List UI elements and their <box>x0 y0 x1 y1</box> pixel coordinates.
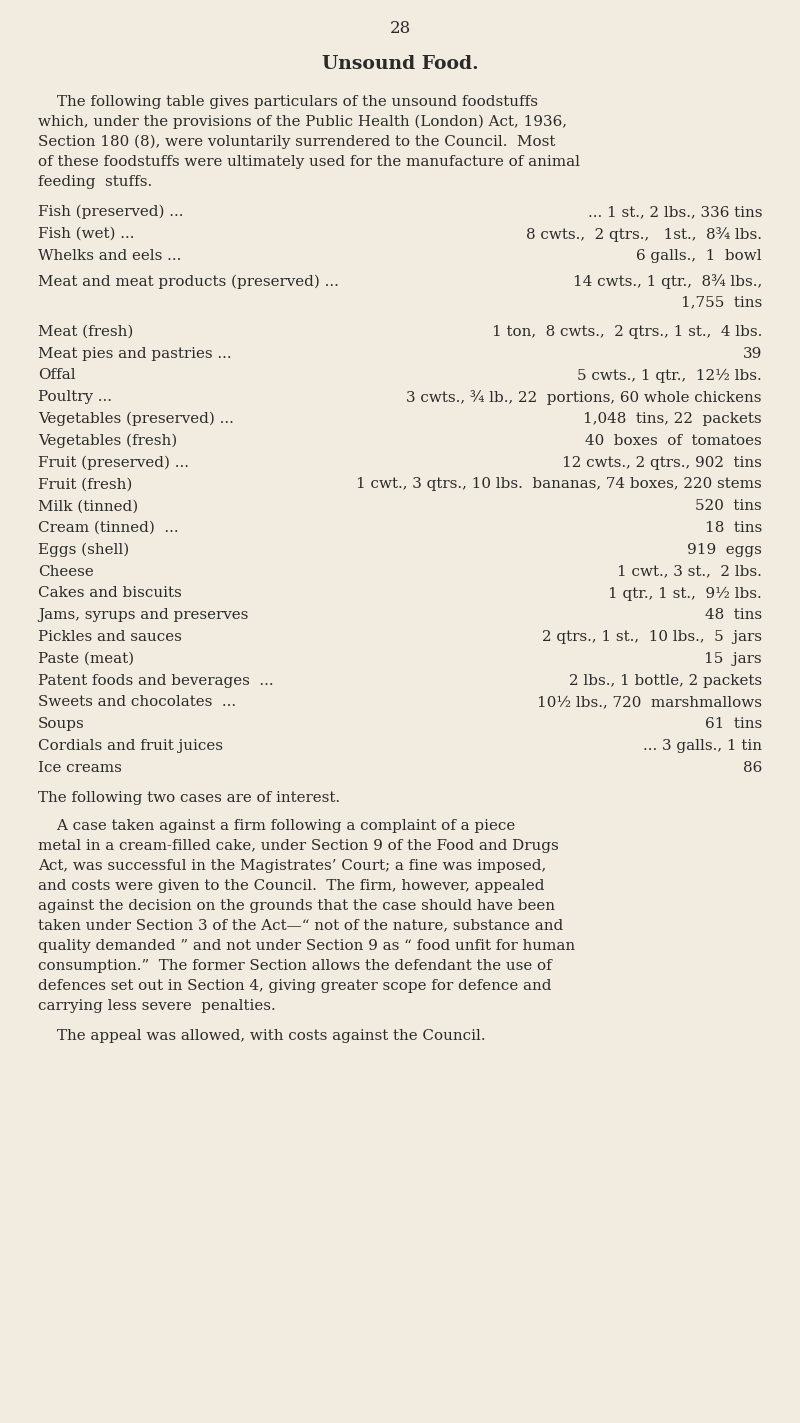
Text: The appeal was allowed, with costs against the Council.: The appeal was allowed, with costs again… <box>38 1029 486 1043</box>
Text: 61  tins: 61 tins <box>705 717 762 731</box>
Text: 1 qtr., 1 st.,  9½ lbs.: 1 qtr., 1 st., 9½ lbs. <box>608 586 762 601</box>
Text: 520  tins: 520 tins <box>695 499 762 514</box>
Text: 3 cwts., ¾ lb., 22  portions, 60 whole chickens: 3 cwts., ¾ lb., 22 portions, 60 whole ch… <box>406 390 762 406</box>
Text: Section 180 (8), were voluntarily surrendered to the Council.  Most: Section 180 (8), were voluntarily surren… <box>38 135 555 149</box>
Text: Cream (tinned)  ...: Cream (tinned) ... <box>38 521 178 535</box>
Text: 5 cwts., 1 qtr.,  12½ lbs.: 5 cwts., 1 qtr., 12½ lbs. <box>578 369 762 383</box>
Text: which, under the provisions of the Public Health (London) Act, 1936,: which, under the provisions of the Publi… <box>38 115 567 129</box>
Text: 14 cwts., 1 qtr.,  8¾ lbs.,: 14 cwts., 1 qtr., 8¾ lbs., <box>573 275 762 289</box>
Text: The following two cases are of interest.: The following two cases are of interest. <box>38 791 340 804</box>
Text: A case taken against a firm following a complaint of a piece: A case taken against a firm following a … <box>38 818 515 832</box>
Text: The following table gives particulars of the unsound foodstuffs: The following table gives particulars of… <box>38 95 538 110</box>
Text: 1 ton,  8 cwts.,  2 qtrs., 1 st.,  4 lbs.: 1 ton, 8 cwts., 2 qtrs., 1 st., 4 lbs. <box>492 324 762 339</box>
Text: 2 qtrs., 1 st.,  10 lbs.,  5  jars: 2 qtrs., 1 st., 10 lbs., 5 jars <box>542 630 762 645</box>
Text: 1,755  tins: 1,755 tins <box>681 296 762 310</box>
Text: Meat pies and pastries ...: Meat pies and pastries ... <box>38 347 232 360</box>
Text: Poultry ...: Poultry ... <box>38 390 112 404</box>
Text: Eggs (shell): Eggs (shell) <box>38 542 130 558</box>
Text: carrying less severe  penalties.: carrying less severe penalties. <box>38 999 276 1013</box>
Text: 1,048  tins, 22  packets: 1,048 tins, 22 packets <box>583 413 762 425</box>
Text: taken under Section 3 of the Act—“ not of the nature, substance and: taken under Section 3 of the Act—“ not o… <box>38 919 563 932</box>
Text: Jams, syrups and preserves: Jams, syrups and preserves <box>38 608 248 622</box>
Text: Ice creams: Ice creams <box>38 761 122 774</box>
Text: 1 cwt., 3 qtrs., 10 lbs.  bananas, 74 boxes, 220 stems: 1 cwt., 3 qtrs., 10 lbs. bananas, 74 box… <box>356 477 762 491</box>
Text: Paste (meat): Paste (meat) <box>38 652 134 666</box>
Text: Meat and meat products (preserved) ...: Meat and meat products (preserved) ... <box>38 275 339 289</box>
Text: Cheese: Cheese <box>38 565 94 579</box>
Text: defences set out in Section 4, giving greater scope for defence and: defences set out in Section 4, giving gr… <box>38 979 551 993</box>
Text: 40  boxes  of  tomatoes: 40 boxes of tomatoes <box>586 434 762 448</box>
Text: Cordials and fruit juices: Cordials and fruit juices <box>38 739 223 753</box>
Text: metal in a cream-filled cake, under Section 9 of the Food and Drugs: metal in a cream-filled cake, under Sect… <box>38 838 558 852</box>
Text: Sweets and chocolates  ...: Sweets and chocolates ... <box>38 696 236 710</box>
Text: 2 lbs., 1 bottle, 2 packets: 2 lbs., 1 bottle, 2 packets <box>569 673 762 687</box>
Text: feeding  stuffs.: feeding stuffs. <box>38 175 152 189</box>
Text: 1 cwt., 3 st.,  2 lbs.: 1 cwt., 3 st., 2 lbs. <box>617 565 762 579</box>
Text: Vegetables (fresh): Vegetables (fresh) <box>38 434 178 448</box>
Text: and costs were given to the Council.  The firm, however, appealed: and costs were given to the Council. The… <box>38 878 545 892</box>
Text: Soups: Soups <box>38 717 85 731</box>
Text: 10½ lbs., 720  marshmallows: 10½ lbs., 720 marshmallows <box>537 696 762 710</box>
Text: Milk (tinned): Milk (tinned) <box>38 499 138 514</box>
Text: ... 3 galls., 1 tin: ... 3 galls., 1 tin <box>643 739 762 753</box>
Text: Fish (wet) ...: Fish (wet) ... <box>38 226 134 240</box>
Text: 15  jars: 15 jars <box>704 652 762 666</box>
Text: ... 1 st., 2 lbs., 336 tins: ... 1 st., 2 lbs., 336 tins <box>587 205 762 219</box>
Text: 6 galls.,  1  bowl: 6 galls., 1 bowl <box>636 249 762 263</box>
Text: of these foodstuffs were ultimately used for the manufacture of animal: of these foodstuffs were ultimately used… <box>38 155 580 169</box>
Text: Unsound Food.: Unsound Food. <box>322 55 478 73</box>
Text: Patent foods and beverages  ...: Patent foods and beverages ... <box>38 673 274 687</box>
Text: Fish (preserved) ...: Fish (preserved) ... <box>38 205 183 219</box>
Text: Cakes and biscuits: Cakes and biscuits <box>38 586 182 601</box>
Text: Pickles and sauces: Pickles and sauces <box>38 630 182 645</box>
Text: Whelks and eels ...: Whelks and eels ... <box>38 249 182 263</box>
Text: 8 cwts.,  2 qtrs.,   1st.,  8¾ lbs.: 8 cwts., 2 qtrs., 1st., 8¾ lbs. <box>526 226 762 242</box>
Text: 48  tins: 48 tins <box>705 608 762 622</box>
Text: 86: 86 <box>742 761 762 774</box>
Text: consumption.”  The former Section allows the defendant the use of: consumption.” The former Section allows … <box>38 959 552 972</box>
Text: Act, was successful in the Magistrates’ Court; a fine was imposed,: Act, was successful in the Magistrates’ … <box>38 858 546 872</box>
Text: 39: 39 <box>742 347 762 360</box>
Text: quality demanded ” and not under Section 9 as “ food unfit for human: quality demanded ” and not under Section… <box>38 939 575 952</box>
Text: against the decision on the grounds that the case should have been: against the decision on the grounds that… <box>38 898 555 912</box>
Text: Meat (fresh): Meat (fresh) <box>38 324 134 339</box>
Text: 28: 28 <box>390 20 410 37</box>
Text: 18  tins: 18 tins <box>705 521 762 535</box>
Text: Fruit (fresh): Fruit (fresh) <box>38 477 132 491</box>
Text: 12 cwts., 2 qtrs., 902  tins: 12 cwts., 2 qtrs., 902 tins <box>562 455 762 470</box>
Text: 919  eggs: 919 eggs <box>687 542 762 556</box>
Text: Fruit (preserved) ...: Fruit (preserved) ... <box>38 455 189 470</box>
Text: Vegetables (preserved) ...: Vegetables (preserved) ... <box>38 413 234 427</box>
Text: Offal: Offal <box>38 369 76 383</box>
